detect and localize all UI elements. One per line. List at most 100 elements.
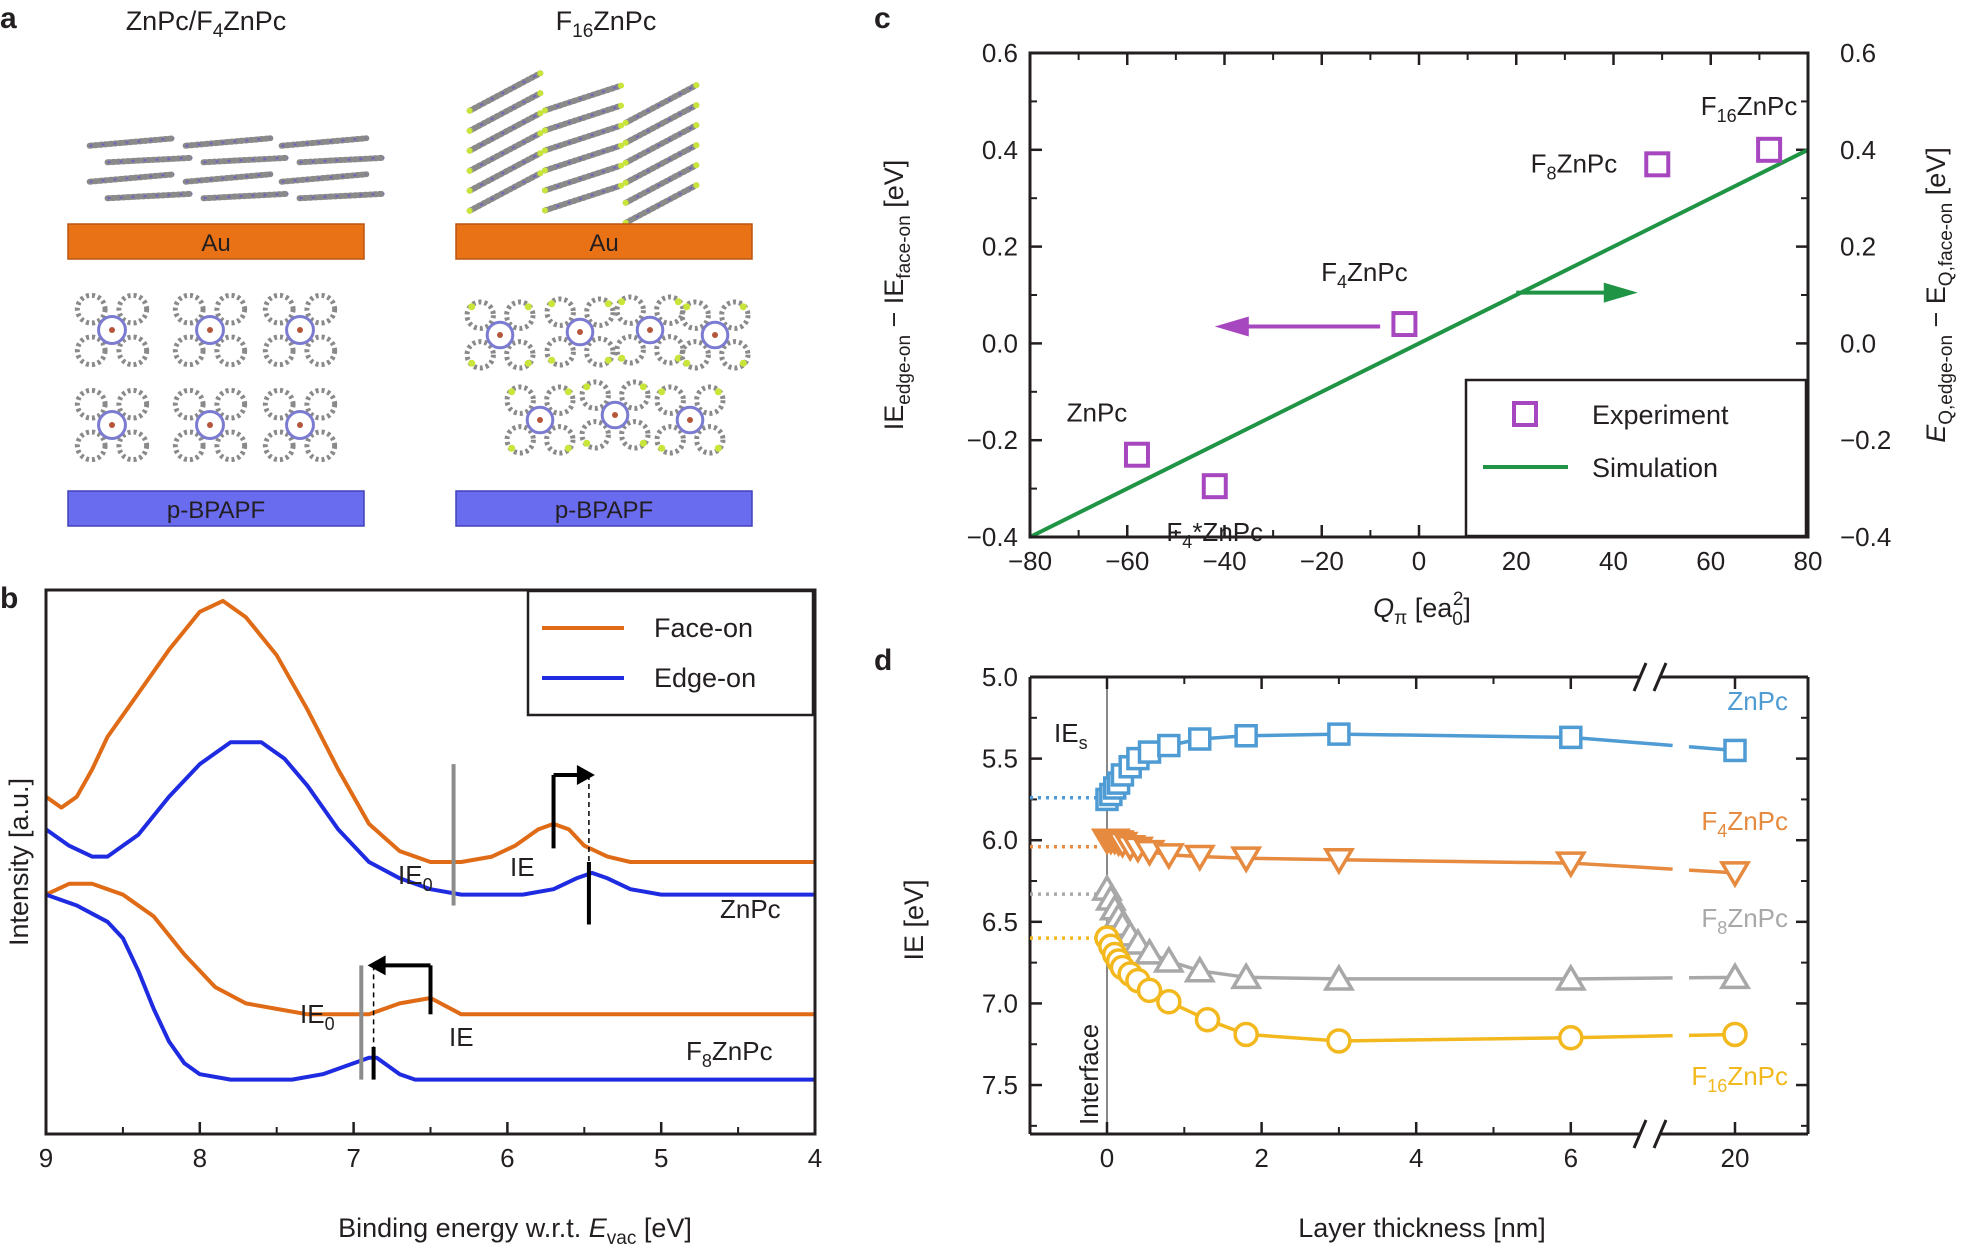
flat-znpc-molecule-ring xyxy=(116,292,150,326)
edge-on-molecule-f xyxy=(541,187,548,194)
experiment-point xyxy=(1201,473,1228,500)
edge-on-molecule-f xyxy=(537,90,544,97)
panel-d-x-axis-label: Layer thickness [nm] xyxy=(1298,1213,1546,1243)
edge-on-molecule-f xyxy=(541,207,548,214)
edge-on-molecule-n xyxy=(544,104,622,132)
ie0-label-znpc: IE0 xyxy=(398,860,433,895)
x-tick-label: −20 xyxy=(1300,546,1344,576)
flat-znpc-molecule-ring xyxy=(74,429,108,463)
series-line-segment xyxy=(1570,1033,1673,1040)
axis-break-mark xyxy=(1632,662,1648,692)
flat-znpc-molecule-ring xyxy=(262,334,296,368)
y-tick-label: 0.4 xyxy=(982,135,1018,165)
flat-f16znpc-molecule-f xyxy=(564,444,572,452)
simulation-line xyxy=(1029,148,1809,539)
series-f4znpc: F4ZnPc xyxy=(1030,806,1788,889)
experiment-point-label: ZnPc xyxy=(1067,398,1128,428)
edge-on-molecule-n xyxy=(625,104,697,144)
panel-c: c −80 −60 −40 −20 0 20 40 60 80 −0.4 −0.4 −0.2 −0.2 0… xyxy=(874,2,1957,630)
data-marker-triangle-up xyxy=(1230,961,1263,990)
panel-b-frame xyxy=(44,588,817,1136)
edge-on-molecule-f xyxy=(618,182,625,189)
edge-on-molecule-n xyxy=(625,124,697,164)
edge-on-molecule-f xyxy=(537,130,544,137)
edge-on-molecule-f xyxy=(693,122,700,129)
x-tick-label: 4 xyxy=(1409,1143,1423,1173)
flat-znpc-molecule-ring xyxy=(172,429,206,463)
edge-on-molecule-n xyxy=(469,112,541,152)
series-line-segment xyxy=(1570,861,1673,871)
panel-a-col1-title: ZnPc/F4ZnPc xyxy=(126,6,287,42)
ie-label-f8znpc: IE xyxy=(449,1022,474,1052)
x-tick-label: 80 xyxy=(1794,546,1823,576)
flat-f16znpc-molecule-ring xyxy=(654,334,686,366)
panel-c-letter: c xyxy=(874,2,891,35)
edge-on-molecule-n xyxy=(625,164,697,204)
edge-on-molecule-n xyxy=(544,164,622,192)
edge-on-molecule-f xyxy=(693,102,700,109)
edge-on-molecule-f xyxy=(466,207,473,214)
edge-on-molecule-n xyxy=(544,84,622,112)
flat-f16znpc-molecule-ring xyxy=(579,379,611,411)
legend-experiment-label: Experiment xyxy=(1592,400,1729,430)
face-on-molecule-n xyxy=(107,156,193,164)
flat-znpc-molecule-ring xyxy=(116,387,150,421)
y-tick-label: 6.5 xyxy=(982,907,1018,937)
panel-b: b 9 8 7 6 5 4 Binding energy w.r.t. Evac [eV]… xyxy=(0,582,822,1249)
flat-f16znpc-molecule-f xyxy=(618,354,626,362)
ie-shift-arrowhead-znpc xyxy=(576,764,595,785)
data-marker-triangle-down xyxy=(1183,844,1216,872)
face-on-molecule-n xyxy=(203,192,289,200)
au-label-left: Au xyxy=(201,230,230,257)
y-tick-label-right: −0.4 xyxy=(1840,522,1891,552)
face-on-molecule-n xyxy=(299,156,385,164)
y-tick-label: 5.0 xyxy=(982,662,1018,692)
flat-f16znpc-molecule-zn xyxy=(612,412,618,418)
flat-znpc-molecule-zn xyxy=(207,422,213,428)
bpapf-substrate-right xyxy=(455,490,753,527)
edge-on-molecule-f xyxy=(541,147,548,154)
znpc-molecules-on-bpapf xyxy=(74,292,338,463)
experiment-point xyxy=(1123,441,1150,468)
f16znpc-molecules-on-au xyxy=(466,70,700,226)
flat-znpc-molecule-core xyxy=(285,410,315,440)
x-tick-label: 8 xyxy=(193,1143,207,1173)
edge-on-molecule-f xyxy=(466,107,473,114)
legend-edge-on-label: Edge-on xyxy=(654,663,756,693)
flat-f16znpc-molecule-ring xyxy=(584,336,616,368)
flat-f16znpc-molecule-ring xyxy=(654,424,686,456)
f16znpc-molecules-on-bpapf xyxy=(464,294,751,456)
panel-c-legend-box xyxy=(1464,378,1808,538)
flat-znpc-molecule-core xyxy=(285,315,315,345)
panel-a-letter: a xyxy=(0,2,17,35)
flat-f16znpc-molecule-ring xyxy=(544,336,576,368)
flat-znpc-molecule-ring xyxy=(172,334,206,368)
flat-znpc-molecule-core xyxy=(97,315,127,345)
znpc-face-on-molecules xyxy=(86,135,388,202)
series-name-label: ZnPc xyxy=(1727,686,1788,716)
flat-f16znpc-molecule-zn xyxy=(537,417,543,423)
flat-znpc-molecule-ring xyxy=(214,387,248,421)
bpapf-substrate-left xyxy=(67,490,365,527)
flat-f16znpc-molecule-f xyxy=(604,300,612,308)
experiment-point-label: F16ZnPc xyxy=(1701,91,1798,126)
flat-f16znpc-molecule-f xyxy=(714,388,722,396)
edge-on-molecule-n xyxy=(625,144,697,184)
flat-f16znpc-molecule-core xyxy=(600,400,630,430)
x-tick-label: 7 xyxy=(346,1143,360,1173)
panel-b-letter: b xyxy=(0,582,18,615)
series-edge-on-f8znpc xyxy=(45,892,815,1082)
y-tick-label-right: 0.4 xyxy=(1840,135,1876,165)
flat-f16znpc-molecule xyxy=(464,299,536,371)
flat-znpc-molecule-ring xyxy=(304,429,338,463)
flat-f16znpc-molecule-f xyxy=(583,383,591,391)
edge-on-molecule-n xyxy=(469,152,541,192)
data-marker-circle xyxy=(1233,1021,1259,1048)
flat-znpc-molecule xyxy=(262,387,338,463)
panel-d-y-axis-label: IE [eV] xyxy=(899,879,929,960)
panel-b-y-axis-label: Intensity [a.u.] xyxy=(4,778,34,946)
edge-on-molecule-n xyxy=(544,144,622,172)
flat-znpc-molecule-zn xyxy=(297,327,303,333)
flat-f16znpc-molecule-f xyxy=(524,359,532,367)
flat-f16znpc-molecule xyxy=(579,379,651,451)
